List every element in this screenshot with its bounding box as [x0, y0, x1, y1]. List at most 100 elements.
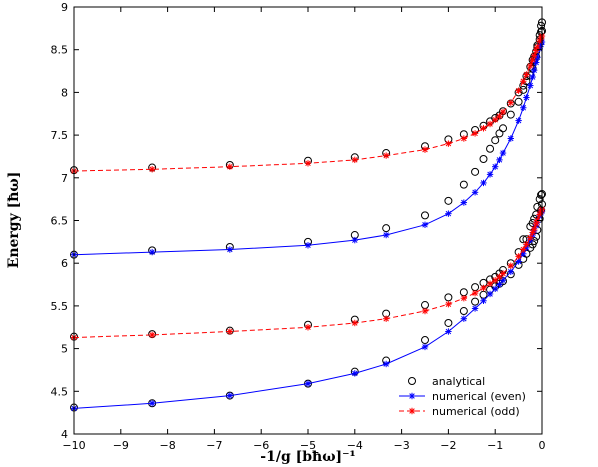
x-tick-label: −1 — [487, 439, 503, 452]
data-point — [471, 289, 479, 297]
data-point — [421, 307, 429, 315]
data-point — [527, 234, 534, 241]
data-point — [527, 82, 534, 89]
data-point — [523, 94, 530, 101]
data-point — [148, 248, 156, 256]
data-point — [515, 253, 522, 260]
data-point — [530, 52, 538, 59]
series-line — [73, 35, 543, 172]
legend-label: analytical — [432, 375, 485, 388]
data-point — [351, 156, 358, 164]
x-axis-label: -1/g [bħω]⁻¹ — [260, 449, 355, 465]
data-point — [507, 135, 514, 142]
legend-marker — [408, 392, 416, 400]
data-point — [496, 281, 503, 288]
data-point — [515, 117, 522, 124]
data-point — [226, 246, 234, 253]
data-point — [148, 400, 156, 407]
data-point — [491, 136, 500, 145]
data-point — [533, 202, 542, 211]
data-point — [507, 262, 514, 269]
x-tick-label: −10 — [62, 439, 85, 452]
legend-label: numerical (even) — [432, 390, 526, 403]
y-tick-label: 6 — [61, 257, 68, 270]
data-point — [226, 328, 234, 335]
data-point — [304, 242, 312, 249]
data-point — [471, 130, 479, 137]
data-point — [445, 328, 452, 335]
data-point — [486, 290, 494, 298]
legend-marker — [408, 407, 416, 415]
data-point — [530, 66, 538, 74]
y-tick-label: 5 — [61, 343, 68, 356]
data-point — [479, 155, 488, 164]
data-point — [460, 295, 468, 302]
data-point — [499, 124, 508, 133]
data-point — [382, 360, 390, 368]
data-point — [479, 290, 488, 299]
y-tick-label: 9 — [61, 1, 68, 14]
legend-label: numerical (odd) — [432, 405, 520, 418]
data-point — [382, 231, 390, 239]
data-point — [351, 236, 358, 244]
y-tick-label: 7 — [61, 172, 68, 185]
data-point — [492, 277, 499, 284]
data-point — [471, 167, 480, 176]
data-point — [499, 270, 507, 277]
legend-marker — [408, 377, 416, 385]
data-point — [499, 108, 507, 116]
data-point — [460, 199, 468, 206]
data-point — [382, 224, 391, 233]
y-tick-label: 8.5 — [51, 44, 69, 57]
data-point — [445, 300, 452, 308]
y-tick-label: 4 — [61, 428, 68, 441]
data-point — [496, 156, 503, 164]
data-point — [421, 301, 429, 310]
data-point — [459, 288, 468, 297]
data-point — [520, 104, 527, 111]
data-point — [459, 307, 468, 316]
y-tick-label: 4.5 — [51, 385, 69, 398]
data-point — [471, 297, 480, 306]
data-point — [480, 179, 487, 187]
data-point — [421, 343, 429, 351]
data-point — [515, 87, 522, 94]
y-tick-label: 6.5 — [51, 215, 69, 228]
data-point — [480, 297, 487, 304]
data-point — [514, 97, 523, 106]
data-point — [527, 62, 534, 70]
data-point — [499, 149, 507, 157]
data-point — [148, 331, 156, 339]
data-point — [507, 99, 514, 106]
data-point — [444, 293, 453, 302]
plot-marks — [70, 18, 546, 412]
data-point — [523, 71, 530, 78]
data-point — [304, 160, 312, 167]
data-point — [421, 221, 429, 228]
data-point — [226, 163, 234, 170]
data-point — [492, 116, 499, 123]
data-point — [486, 171, 494, 178]
x-axis: −10 −9 −8 −7 −6 −5 −4 −3 −2 −1 0 — [62, 7, 546, 452]
data-point — [520, 246, 527, 253]
data-point — [535, 195, 544, 204]
plot-frame — [73, 6, 543, 435]
data-point — [486, 120, 494, 128]
data-point — [507, 268, 514, 275]
data-point — [480, 125, 487, 132]
data-point — [148, 166, 156, 173]
y-tick-label: 8 — [61, 86, 68, 99]
data-point — [445, 210, 452, 217]
x-tick-label: −6 — [253, 439, 269, 452]
data-point — [537, 21, 546, 30]
data-point — [351, 319, 358, 327]
data-point — [351, 370, 358, 377]
data-point — [460, 135, 468, 142]
data-point — [421, 146, 429, 153]
data-point — [421, 211, 429, 220]
data-point — [304, 379, 312, 388]
data-point — [459, 180, 468, 189]
data-point — [523, 241, 530, 248]
data-point — [530, 225, 538, 233]
data-point — [226, 392, 234, 399]
